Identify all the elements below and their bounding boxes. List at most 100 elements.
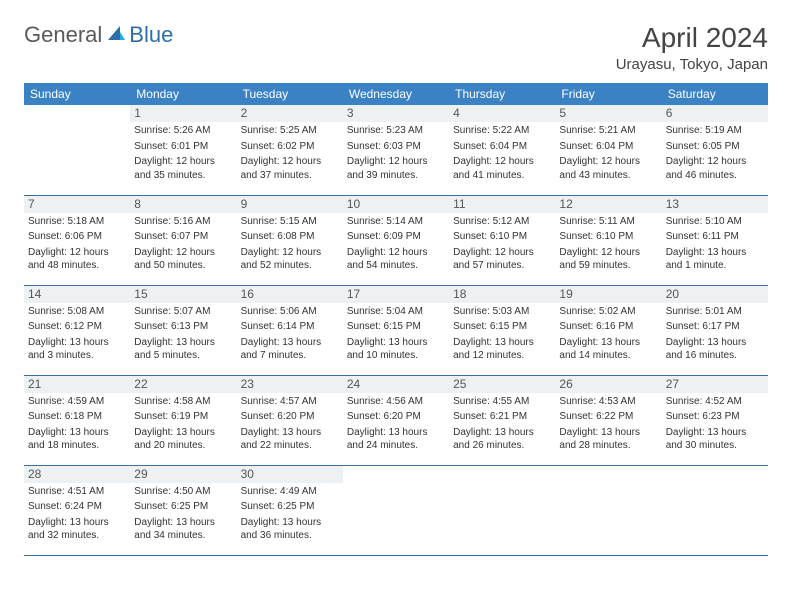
day-number: 19 [555,286,661,303]
daylight-text: Daylight: 12 hours and 35 minutes. [130,153,236,182]
day-number: 20 [662,286,768,303]
sunset-text: Sunset: 6:10 PM [555,228,661,244]
sunrise-text: Sunrise: 4:49 AM [237,483,343,499]
calendar-empty-cell: 0 [24,105,130,195]
calendar-week-row: 14Sunrise: 5:08 AMSunset: 6:12 PMDayligh… [24,285,768,375]
calendar-day-cell: 22Sunrise: 4:58 AMSunset: 6:19 PMDayligh… [130,375,236,465]
calendar-day-cell: 25Sunrise: 4:55 AMSunset: 6:21 PMDayligh… [449,375,555,465]
calendar-table: Sunday Monday Tuesday Wednesday Thursday… [24,83,768,556]
sunrise-text: Sunrise: 5:02 AM [555,303,661,319]
calendar-week-row: 28Sunrise: 4:51 AMSunset: 6:24 PMDayligh… [24,465,768,555]
sunrise-text: Sunrise: 4:55 AM [449,393,555,409]
calendar-day-cell: 20Sunrise: 5:01 AMSunset: 6:17 PMDayligh… [662,285,768,375]
daylight-text: Daylight: 12 hours and 37 minutes. [237,153,343,182]
sunrise-text: Sunrise: 4:57 AM [237,393,343,409]
sunset-text: Sunset: 6:18 PM [24,408,130,424]
sunset-text: Sunset: 6:04 PM [555,138,661,154]
day-number: 27 [662,376,768,393]
calendar-day-cell: 5Sunrise: 5:21 AMSunset: 6:04 PMDaylight… [555,105,661,195]
calendar-day-cell: 29Sunrise: 4:50 AMSunset: 6:25 PMDayligh… [130,465,236,555]
calendar-day-cell: 19Sunrise: 5:02 AMSunset: 6:16 PMDayligh… [555,285,661,375]
daylight-text: Daylight: 12 hours and 57 minutes. [449,244,555,273]
sunset-text: Sunset: 6:23 PM [662,408,768,424]
day-number: 3 [343,105,449,122]
sunset-text: Sunset: 6:12 PM [24,318,130,334]
sunset-text: Sunset: 6:01 PM [130,138,236,154]
calendar-day-cell: 4Sunrise: 5:22 AMSunset: 6:04 PMDaylight… [449,105,555,195]
day-number: 11 [449,196,555,213]
calendar-day-cell: 10Sunrise: 5:14 AMSunset: 6:09 PMDayligh… [343,195,449,285]
sunrise-text: Sunrise: 5:07 AM [130,303,236,319]
weekday-header: Monday [130,83,236,105]
daylight-text: Daylight: 13 hours and 20 minutes. [130,424,236,453]
sunset-text: Sunset: 6:08 PM [237,228,343,244]
daylight-text: Daylight: 12 hours and 39 minutes. [343,153,449,182]
sunrise-text: Sunrise: 5:08 AM [24,303,130,319]
sunrise-text: Sunrise: 5:25 AM [237,122,343,138]
day-number: 18 [449,286,555,303]
sunrise-text: Sunrise: 5:19 AM [662,122,768,138]
calendar-empty-cell: 0 [555,465,661,555]
sunrise-text: Sunrise: 5:15 AM [237,213,343,229]
day-number: 12 [555,196,661,213]
daylight-text: Daylight: 13 hours and 10 minutes. [343,334,449,363]
sunset-text: Sunset: 6:11 PM [662,228,768,244]
sunrise-text: Sunrise: 4:50 AM [130,483,236,499]
daylight-text: Daylight: 12 hours and 52 minutes. [237,244,343,273]
sunset-text: Sunset: 6:21 PM [449,408,555,424]
calendar-day-cell: 30Sunrise: 4:49 AMSunset: 6:25 PMDayligh… [237,465,343,555]
sunrise-text: Sunrise: 5:26 AM [130,122,236,138]
page-header: General Blue April 2024 Urayasu, Tokyo, … [24,22,768,73]
calendar-day-cell: 9Sunrise: 5:15 AMSunset: 6:08 PMDaylight… [237,195,343,285]
calendar-day-cell: 6Sunrise: 5:19 AMSunset: 6:05 PMDaylight… [662,105,768,195]
daylight-text: Daylight: 13 hours and 28 minutes. [555,424,661,453]
calendar-empty-cell: 0 [449,465,555,555]
sunrise-text: Sunrise: 5:21 AM [555,122,661,138]
sunset-text: Sunset: 6:02 PM [237,138,343,154]
daylight-text: Daylight: 13 hours and 18 minutes. [24,424,130,453]
sunrise-text: Sunrise: 5:14 AM [343,213,449,229]
day-number: 2 [237,105,343,122]
sunset-text: Sunset: 6:07 PM [130,228,236,244]
daylight-text: Daylight: 12 hours and 41 minutes. [449,153,555,182]
month-year-title: April 2024 [616,22,768,54]
daylight-text: Daylight: 12 hours and 48 minutes. [24,244,130,273]
daylight-text: Daylight: 12 hours and 46 minutes. [662,153,768,182]
weekday-header: Tuesday [237,83,343,105]
calendar-day-cell: 12Sunrise: 5:11 AMSunset: 6:10 PMDayligh… [555,195,661,285]
sunrise-text: Sunrise: 4:52 AM [662,393,768,409]
sunrise-text: Sunrise: 4:56 AM [343,393,449,409]
day-number: 29 [130,466,236,483]
sunrise-text: Sunrise: 5:01 AM [662,303,768,319]
day-number: 22 [130,376,236,393]
day-number: 8 [130,196,236,213]
calendar-week-row: 21Sunrise: 4:59 AMSunset: 6:18 PMDayligh… [24,375,768,465]
day-number: 1 [130,105,236,122]
sunset-text: Sunset: 6:22 PM [555,408,661,424]
calendar-day-cell: 13Sunrise: 5:10 AMSunset: 6:11 PMDayligh… [662,195,768,285]
daylight-text: Daylight: 13 hours and 32 minutes. [24,514,130,543]
brand-logo: General Blue [24,22,173,48]
sunset-text: Sunset: 6:20 PM [237,408,343,424]
calendar-day-cell: 11Sunrise: 5:12 AMSunset: 6:10 PMDayligh… [449,195,555,285]
day-number: 6 [662,105,768,122]
sunset-text: Sunset: 6:04 PM [449,138,555,154]
day-number: 30 [237,466,343,483]
calendar-day-cell: 23Sunrise: 4:57 AMSunset: 6:20 PMDayligh… [237,375,343,465]
sunset-text: Sunset: 6:03 PM [343,138,449,154]
daylight-text: Daylight: 13 hours and 3 minutes. [24,334,130,363]
sunset-text: Sunset: 6:17 PM [662,318,768,334]
calendar-week-row: 01Sunrise: 5:26 AMSunset: 6:01 PMDayligh… [24,105,768,195]
sunset-text: Sunset: 6:19 PM [130,408,236,424]
day-number: 23 [237,376,343,393]
weekday-header: Saturday [662,83,768,105]
sunrise-text: Sunrise: 4:53 AM [555,393,661,409]
sunset-text: Sunset: 6:14 PM [237,318,343,334]
daylight-text: Daylight: 13 hours and 14 minutes. [555,334,661,363]
daylight-text: Daylight: 13 hours and 22 minutes. [237,424,343,453]
sunset-text: Sunset: 6:25 PM [237,498,343,514]
calendar-day-cell: 26Sunrise: 4:53 AMSunset: 6:22 PMDayligh… [555,375,661,465]
day-number: 14 [24,286,130,303]
calendar-day-cell: 18Sunrise: 5:03 AMSunset: 6:15 PMDayligh… [449,285,555,375]
day-number: 25 [449,376,555,393]
